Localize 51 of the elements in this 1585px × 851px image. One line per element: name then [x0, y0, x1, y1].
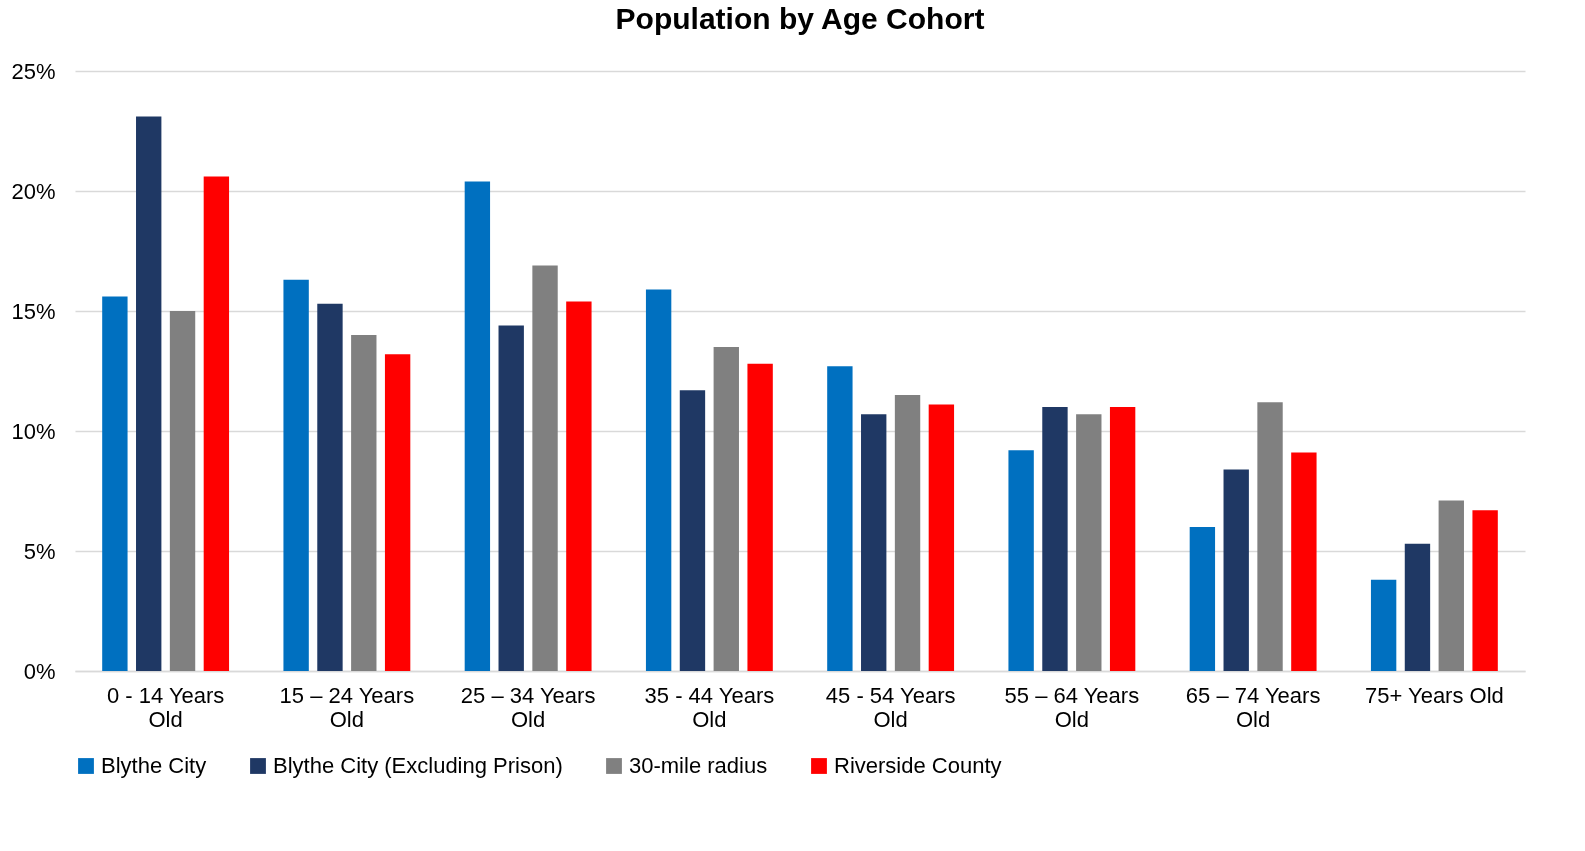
bar — [1472, 510, 1498, 671]
bar — [1008, 450, 1034, 671]
y-tick-label: 25% — [11, 58, 56, 84]
bar — [827, 366, 853, 671]
x-tick-label: 75+ Years Old — [1364, 682, 1504, 708]
y-tick-label: 0% — [23, 658, 56, 684]
bar — [566, 301, 592, 671]
bar — [861, 414, 887, 671]
bar — [1404, 543, 1431, 671]
y-tick-label: 20% — [11, 178, 56, 204]
bar — [464, 181, 491, 671]
bar — [645, 289, 672, 671]
x-tick-label: 55 – 64 Years Old — [1004, 682, 1140, 732]
bar — [283, 279, 309, 671]
legend-label: Riverside County — [834, 753, 1002, 778]
bar — [1291, 452, 1317, 671]
bar — [713, 347, 739, 671]
bar — [679, 390, 706, 671]
bar — [317, 303, 343, 671]
x-tick-label: 25 – 34 Years Old — [460, 682, 596, 732]
bar — [1042, 407, 1068, 671]
bar — [1076, 414, 1102, 671]
bar — [136, 116, 162, 671]
bar — [1223, 469, 1249, 671]
bar — [384, 354, 411, 671]
bar — [1438, 500, 1464, 671]
y-tick-label: 15% — [11, 298, 56, 324]
x-tick-label: 35 - 44 Years Old — [644, 682, 775, 732]
x-tick-label: 45 - 54 Years Old — [825, 682, 956, 732]
bar — [203, 176, 230, 671]
bar — [1257, 402, 1283, 671]
bar — [532, 265, 558, 671]
legend-label: 30-mile radius — [629, 753, 768, 778]
bar — [1109, 407, 1136, 671]
y-tick-label: 10% — [11, 418, 56, 444]
legend-label: Blythe City — [101, 753, 207, 778]
bar — [894, 395, 921, 671]
bar — [1370, 579, 1397, 671]
x-tick-label: 65 – 74 Years Old — [1185, 682, 1321, 732]
bar — [1189, 527, 1216, 671]
bar — [928, 404, 955, 671]
bar — [747, 363, 773, 671]
legend-label: Blythe City (Excluding Prison) — [273, 753, 563, 778]
x-tick-label: 0 - 14 Years Old — [106, 682, 225, 732]
chart-title: Population by Age Cohort — [615, 2, 985, 35]
y-tick-label: 5% — [23, 538, 56, 564]
bar — [498, 325, 524, 671]
bar — [102, 296, 128, 671]
bar — [169, 311, 196, 671]
x-tick-label: 15 – 24 Years Old — [279, 682, 415, 732]
bar — [351, 335, 377, 671]
